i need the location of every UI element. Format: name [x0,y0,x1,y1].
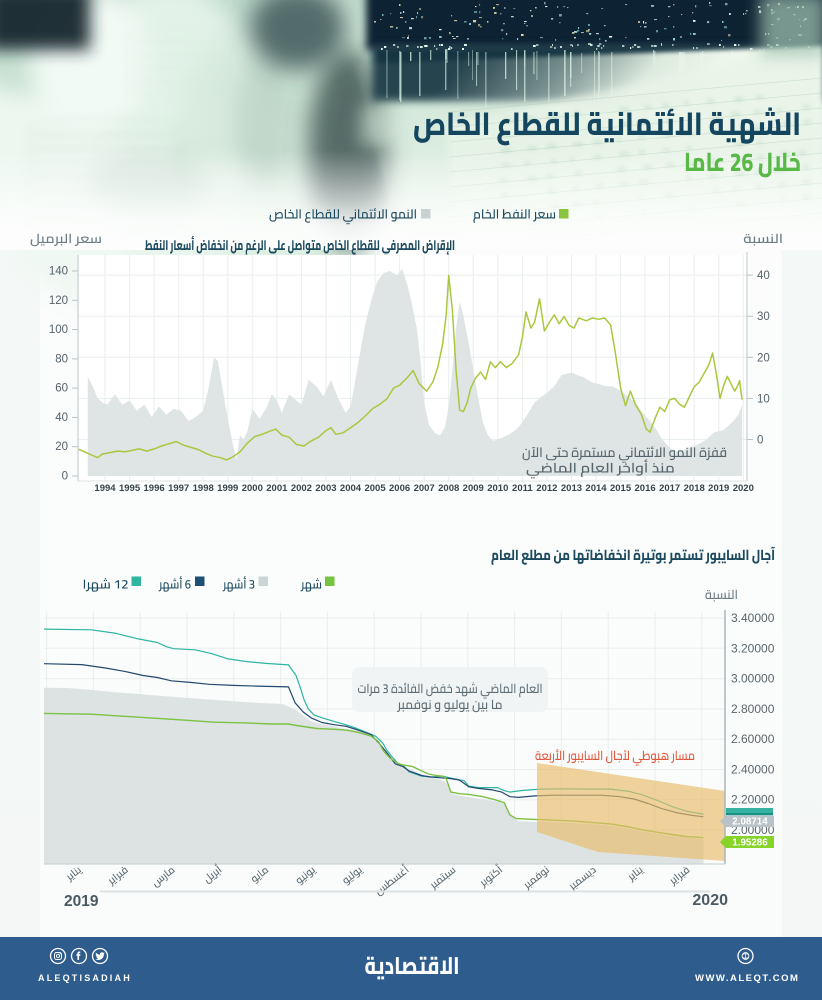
svg-text:2007: 2007 [414,483,435,494]
svg-text:40: 40 [757,270,770,282]
svg-text:1996: 1996 [144,483,165,494]
svg-text:1.95286: 1.95286 [732,838,768,849]
svg-text:2005: 2005 [364,483,386,494]
svg-text:2016: 2016 [635,483,656,494]
svg-text:2002: 2002 [291,483,312,494]
svg-text:100: 100 [49,324,68,336]
svg-text:2008: 2008 [438,483,459,494]
svg-text:2.40000: 2.40000 [731,762,775,776]
svg-text:WWW.ALEQT.COM: WWW.ALEQT.COM [695,973,799,984]
svg-text:2019: 2019 [64,893,99,910]
svg-text:2014: 2014 [585,483,607,494]
svg-text:1994: 1994 [94,483,116,494]
svg-text:30: 30 [757,311,770,323]
svg-text:2009: 2009 [463,483,484,494]
svg-text:2006: 2006 [389,483,410,494]
svg-text:80: 80 [55,353,68,365]
svg-text:60: 60 [55,383,68,395]
svg-text:2.08714: 2.08714 [732,817,768,828]
svg-text:2019: 2019 [708,483,729,494]
svg-text:2018: 2018 [684,483,705,494]
svg-text:3.00000: 3.00000 [731,672,775,686]
svg-text:40: 40 [55,412,68,424]
svg-text:20: 20 [55,441,68,453]
svg-text:2013: 2013 [561,483,582,494]
svg-text:3.40000: 3.40000 [731,611,775,625]
svg-text:2001: 2001 [266,483,288,494]
svg-text:3.20000: 3.20000 [731,641,775,655]
svg-text:2020: 2020 [692,892,728,909]
svg-text:120: 120 [49,295,68,307]
svg-text:2010: 2010 [487,483,508,494]
svg-text:2012: 2012 [536,483,557,494]
svg-text:0: 0 [757,435,763,447]
svg-text:10: 10 [757,393,770,405]
svg-text:2004: 2004 [340,483,362,494]
svg-text:1999: 1999 [217,483,238,494]
svg-text:2.80000: 2.80000 [731,702,775,716]
svg-text:1998: 1998 [193,483,214,494]
svg-text:0: 0 [62,471,68,483]
svg-text:140: 140 [49,265,68,277]
svg-text:2011: 2011 [512,483,533,494]
svg-text:2000: 2000 [242,483,263,494]
svg-text:2020: 2020 [733,483,754,494]
svg-text:ALEQTISADIAH: ALEQTISADIAH [38,973,132,983]
svg-text:2.20000: 2.20000 [731,793,775,807]
svg-text:20: 20 [757,352,770,364]
svg-text:2.60000: 2.60000 [731,732,775,746]
svg-text:2003: 2003 [315,483,336,494]
svg-text:2017: 2017 [659,483,680,494]
svg-text:2015: 2015 [610,483,632,494]
svg-text:1997: 1997 [168,483,189,494]
svg-text:1995: 1995 [119,483,141,494]
